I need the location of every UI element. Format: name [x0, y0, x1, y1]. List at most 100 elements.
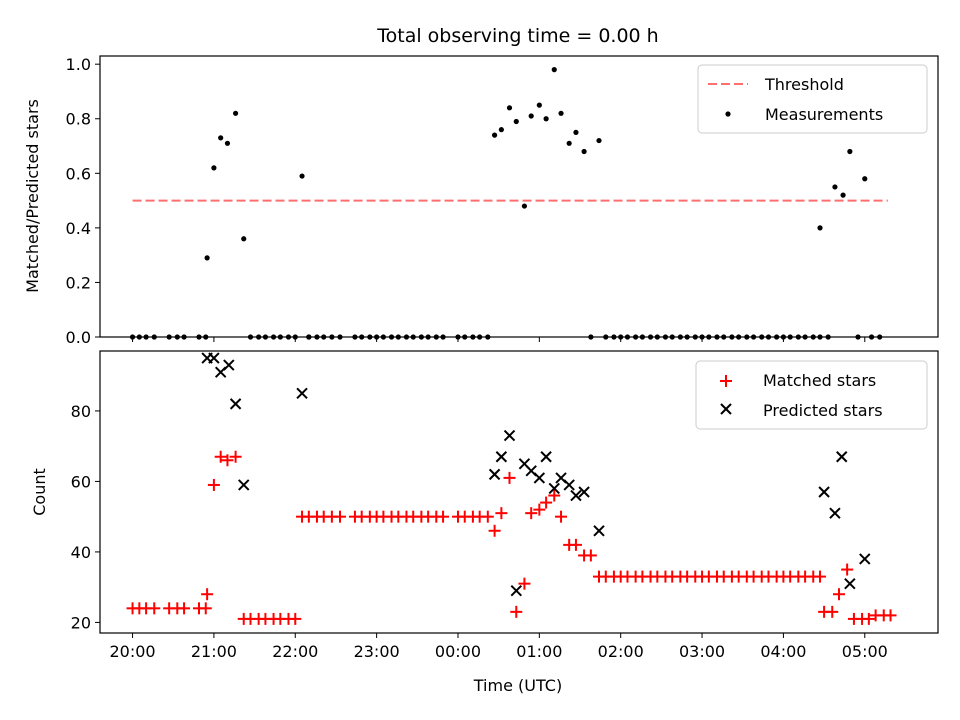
predicted-star-point — [818, 486, 830, 498]
matched-star-point — [862, 612, 875, 625]
matched-star-point — [488, 524, 501, 537]
predicted-star-point — [208, 352, 220, 364]
measurement-point — [299, 173, 305, 179]
figure-title: Total observing time = 0.00 h — [376, 25, 658, 47]
bottom-data — [126, 352, 897, 625]
measurement-point — [832, 184, 838, 190]
measurement-point — [566, 140, 572, 146]
matched-star-point — [201, 588, 214, 601]
bottom-x-ticks: 20:00 21:00 22:00 23:00 00:00 01:00 02:00 03:00… — [109, 633, 888, 661]
predicted-star-point — [563, 479, 575, 491]
predicted-star-point — [238, 479, 250, 491]
top-legend-box — [697, 64, 928, 134]
x-tick-label: 21:00 — [191, 642, 237, 661]
measurement-point — [224, 140, 231, 146]
measurement-point — [536, 102, 542, 108]
top-y-tick-label: 0.0 — [66, 328, 91, 347]
matched-star-point — [525, 507, 538, 520]
bottom-y-axis-label: Count — [30, 468, 49, 516]
matched-star-point — [548, 489, 561, 502]
x-tick-label: 23:00 — [354, 642, 400, 661]
measurement-point — [232, 110, 239, 116]
predicted-star-point — [570, 489, 582, 502]
matched-star-point — [334, 510, 347, 523]
measurement-point — [551, 67, 557, 73]
matched-star-point — [814, 570, 827, 583]
matched-star-point — [148, 602, 161, 615]
matched-star-point — [178, 602, 191, 615]
bottom-y-tick-label: 80 — [71, 402, 91, 421]
top-y-axis-label: Matched/Predicted stars — [23, 99, 42, 293]
matched-star-point — [555, 510, 568, 523]
legend-predicted-label: Predicted stars — [763, 401, 883, 420]
measurement-point — [558, 110, 564, 116]
legend-threshold-label: Threshold — [764, 75, 844, 94]
matched-star-point — [481, 510, 494, 523]
predicted-star-point — [829, 507, 841, 519]
predicted-star-point — [533, 472, 546, 484]
measurement-point — [498, 127, 504, 133]
matched-star-point — [826, 605, 839, 618]
x-tick-label: 05:00 — [842, 642, 888, 661]
predicted-star-point — [836, 451, 848, 463]
predicted-star-point — [548, 482, 560, 495]
matched-star-point — [569, 538, 582, 551]
predicted-star-point — [593, 525, 605, 537]
measurement-point — [862, 176, 868, 182]
x-tick-label: 02:00 — [598, 642, 644, 661]
matched-star-point — [884, 609, 897, 622]
measurement-point — [840, 192, 846, 198]
matched-star-point — [510, 605, 523, 618]
measurement-point — [513, 118, 519, 125]
predicted-star-point — [488, 468, 501, 481]
measurement-point — [543, 116, 549, 122]
top-y-tick-label: 1.0 — [66, 55, 91, 74]
bottom-legend: Matched stars Predicted stars — [695, 360, 928, 430]
matched-star-point — [199, 602, 212, 615]
measurement-point — [218, 135, 224, 141]
bottom-y-tick-label: 20 — [71, 613, 91, 632]
matched-star-point — [533, 503, 546, 516]
matched-star-point — [221, 454, 234, 467]
top-y-ticks: 0.0 0.2 0.4 0.6 0.8 1.0 — [66, 55, 100, 347]
top-y-tick-label: 0.6 — [66, 164, 91, 183]
x-axis-label: Time (UTC) — [473, 676, 562, 695]
measurement-point — [847, 148, 853, 155]
matched-star-point — [289, 612, 302, 625]
matched-star-point — [841, 563, 854, 576]
x-tick-label: 20:00 — [109, 642, 155, 661]
measurement-point — [204, 255, 210, 261]
matched-star-point — [495, 507, 508, 520]
x-tick-label: 01:00 — [516, 642, 562, 661]
predicted-star-point — [503, 429, 516, 442]
measurements-legend-marker — [725, 111, 731, 117]
predicted-star-point — [229, 398, 242, 410]
bottom-y-ticks: 20 40 60 80 — [71, 402, 100, 632]
predicted-star-point — [223, 359, 235, 371]
x-tick-label: 04:00 — [760, 642, 806, 661]
bottom-y-tick-label: 60 — [71, 472, 91, 491]
bottom-panel: 20 40 60 80 20:00 21:00 22:00 23:00 00:00 01:00 0… — [30, 350, 939, 695]
bottom-legend-box — [695, 360, 928, 430]
matched-star-point — [540, 496, 553, 509]
matched-star-point — [207, 478, 220, 491]
matched-star-point — [229, 450, 242, 463]
matched-star-point — [437, 510, 450, 523]
matched-legend-marker — [720, 375, 732, 387]
x-tick-label: 22:00 — [272, 642, 318, 661]
measurement-point — [528, 113, 534, 119]
measurement-point — [817, 225, 823, 231]
matched-star-point — [503, 471, 516, 484]
bottom-axes-frame — [99, 350, 939, 634]
measurement-point — [573, 129, 579, 135]
measurement-point — [241, 236, 247, 242]
measurement-point — [491, 132, 498, 138]
measurement-point — [506, 105, 513, 111]
predicted-star-point — [844, 577, 856, 590]
matched-star-point — [584, 549, 597, 562]
measurement-point — [521, 203, 528, 209]
top-panel: 0.0 0.2 0.4 0.6 0.8 1.0 Matched/Predicted sta… — [23, 55, 939, 347]
matched-star-point — [214, 450, 227, 463]
bottom-y-tick-label: 40 — [71, 543, 91, 562]
